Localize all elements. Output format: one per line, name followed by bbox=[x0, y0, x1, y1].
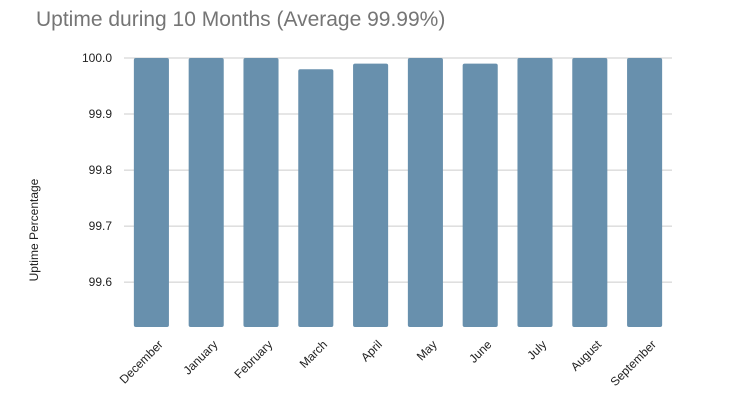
bar-march bbox=[298, 69, 334, 327]
chart-title: Uptime during 10 Months (Average 99.99%) bbox=[36, 8, 446, 31]
x-tick-label: September bbox=[608, 337, 659, 388]
x-tick-label: March bbox=[297, 337, 330, 370]
y-tick-labels: 100.0 99.9 99.8 99.7 99.6 bbox=[82, 51, 112, 289]
y-tick-label: 99.7 bbox=[89, 219, 113, 233]
y-tick-label: 99.9 bbox=[89, 107, 113, 121]
x-tick-label: December bbox=[117, 337, 166, 386]
y-tick-label: 100.0 bbox=[82, 51, 112, 65]
y-tick-label: 99.8 bbox=[89, 163, 113, 177]
bar-february bbox=[243, 58, 279, 327]
bar-june bbox=[462, 63, 498, 328]
bar-may bbox=[407, 58, 443, 327]
x-tick-label: February bbox=[231, 337, 275, 381]
bar-september bbox=[627, 58, 663, 327]
y-tick-label: 99.6 bbox=[89, 275, 113, 289]
bar-august bbox=[572, 58, 608, 327]
x-tick-label: June bbox=[466, 337, 495, 366]
bar-july bbox=[517, 58, 553, 327]
x-tick-labels: December January February March April May June… bbox=[117, 337, 659, 389]
x-tick-label: April bbox=[358, 337, 385, 364]
x-tick-label: July bbox=[524, 337, 549, 362]
bar-april bbox=[353, 63, 389, 328]
bar-december bbox=[133, 58, 169, 327]
x-tick-label: May bbox=[414, 337, 440, 363]
bars bbox=[133, 58, 663, 328]
x-tick-label: August bbox=[568, 337, 605, 374]
bar-january bbox=[188, 58, 224, 327]
x-tick-label: January bbox=[180, 337, 220, 377]
